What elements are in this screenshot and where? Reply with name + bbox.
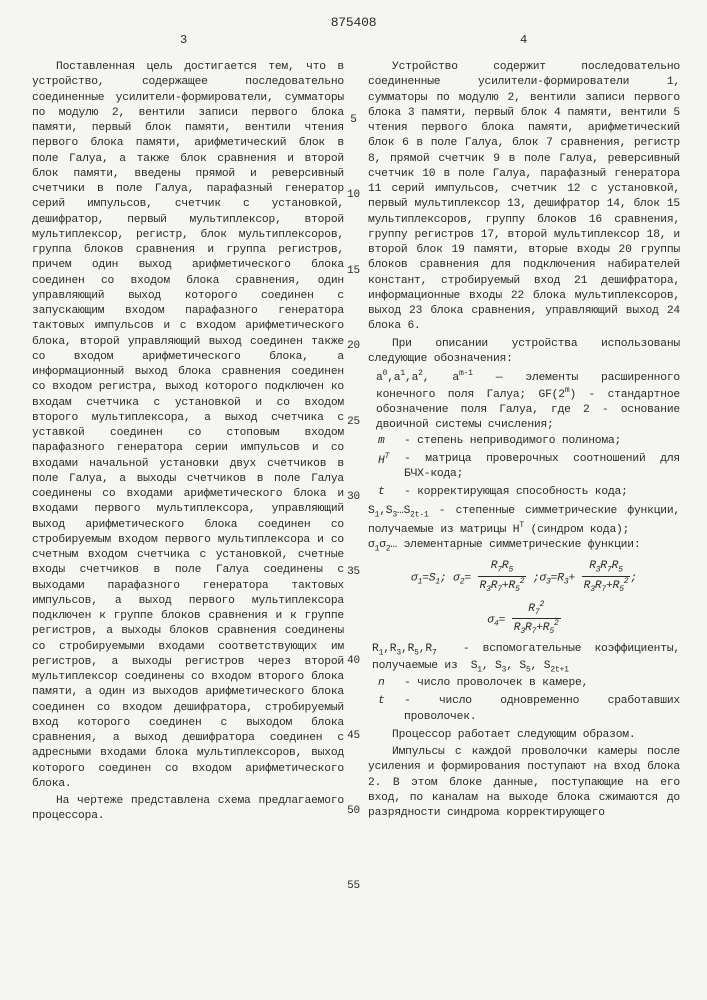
right-para-3: Процессор работает следующим образом. bbox=[368, 728, 680, 743]
definition-m: m - степень неприводимого полинома; bbox=[378, 434, 680, 449]
left-para-1: Поставленная цель достигается тем, что в… bbox=[32, 60, 344, 792]
doc-number: 875408 bbox=[331, 14, 377, 32]
right-column: Устройство содержит последовательно соед… bbox=[368, 60, 680, 827]
formula-sigma-1-3: σ1=S1; σ2= R7R5 R3R7+R52 ;σ3=R3+ R3R7R5 … bbox=[368, 559, 680, 596]
left-column: Поставленная цель достигается тем, что в… bbox=[32, 60, 344, 827]
def-txt-t2: - число одновременно сработавших проволо… bbox=[404, 694, 680, 725]
definition-r: R1,R3,R5,R7 - вспомогательные коэффициен… bbox=[372, 642, 680, 676]
definition-ht: HT - матрица проверочных соотношений для… bbox=[378, 452, 680, 483]
definition-t: t - корректирующая способность кода; bbox=[378, 485, 680, 500]
page-number-left: 3 bbox=[180, 32, 187, 48]
right-para-2: При описании устройства использованы сле… bbox=[368, 337, 680, 368]
def-txt-t: - корректирующая способность кода; bbox=[404, 485, 680, 500]
definition-s: S1,S3…S2t-1 - степенные симметрические ф… bbox=[368, 504, 680, 538]
def-sym-t2: t bbox=[378, 694, 404, 725]
right-para-1: Устройство содержит последовательно соед… bbox=[368, 60, 680, 335]
right-para-4: Импульсы с каждой проволочки камеры посл… bbox=[368, 745, 680, 821]
definition-sigma: σ1σ2… элементарные симметрические функци… bbox=[368, 538, 680, 555]
definition-a: a0,a1,a2, am-1 — элементы расширенного к… bbox=[376, 369, 680, 434]
line-marker: 55 bbox=[344, 879, 364, 894]
def-txt-ht: - матрица проверочных соотношений для БЧ… bbox=[404, 452, 680, 483]
def-sym-t: t bbox=[378, 485, 404, 500]
definition-t2: t - число одновременно сработавших прово… bbox=[378, 694, 680, 725]
def-sym-ht: HT bbox=[378, 452, 404, 483]
def-txt-m: - степень неприводимого полинома; bbox=[404, 434, 680, 449]
def-a-text: a0,a1,a2, am-1 — элементы расширенного к… bbox=[376, 372, 680, 432]
def-sym-n: n bbox=[378, 676, 404, 691]
def-sym-m: m bbox=[378, 434, 404, 449]
page-number-right: 4 bbox=[520, 32, 527, 48]
left-para-2: На чертеже представлена схема предлагаем… bbox=[32, 794, 344, 825]
text-columns: Поставленная цель достигается тем, что в… bbox=[32, 60, 680, 827]
formula-sigma-4: σ4= R72 R3R7+R52 bbox=[368, 600, 680, 639]
definition-n: n - число проволочек в камере, bbox=[378, 676, 680, 691]
def-txt-n: - число проволочек в камере, bbox=[404, 676, 680, 691]
